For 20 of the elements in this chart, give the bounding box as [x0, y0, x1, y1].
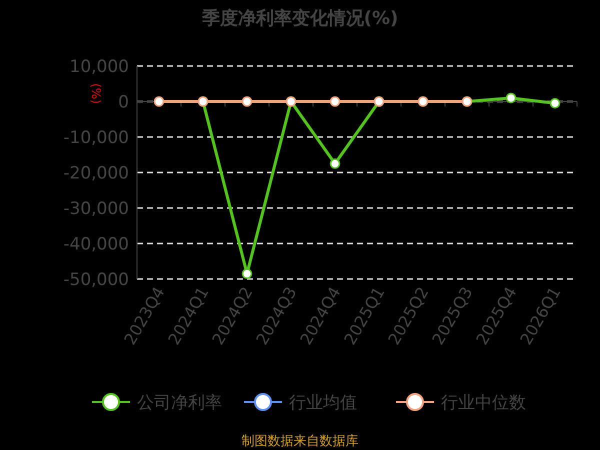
point — [330, 158, 340, 169]
point — [242, 96, 252, 107]
y-tick-label: -40,000 — [63, 234, 129, 254]
y-tick-label: -50,000 — [63, 270, 129, 290]
point — [154, 96, 164, 107]
y-axis-title: (%) — [89, 83, 103, 104]
y-tick-label: 10,000 — [70, 57, 129, 77]
y-tick-label: -20,000 — [63, 164, 129, 184]
legend-label: 行业中位数 — [441, 393, 526, 413]
chart-title: 季度净利率变化情况(%) — [200, 8, 398, 29]
y-tick-label: -30,000 — [63, 199, 129, 219]
point — [506, 92, 516, 104]
point — [550, 98, 560, 109]
legend-label: 行业均值 — [289, 393, 357, 413]
text: 制图数据来自数据库 — [242, 434, 358, 449]
legend-label: 公司净利率 — [137, 393, 222, 413]
point — [330, 96, 340, 107]
y-tick-label: 0 — [118, 92, 129, 112]
y-tick-label: -10,000 — [63, 128, 129, 148]
point — [242, 268, 252, 279]
